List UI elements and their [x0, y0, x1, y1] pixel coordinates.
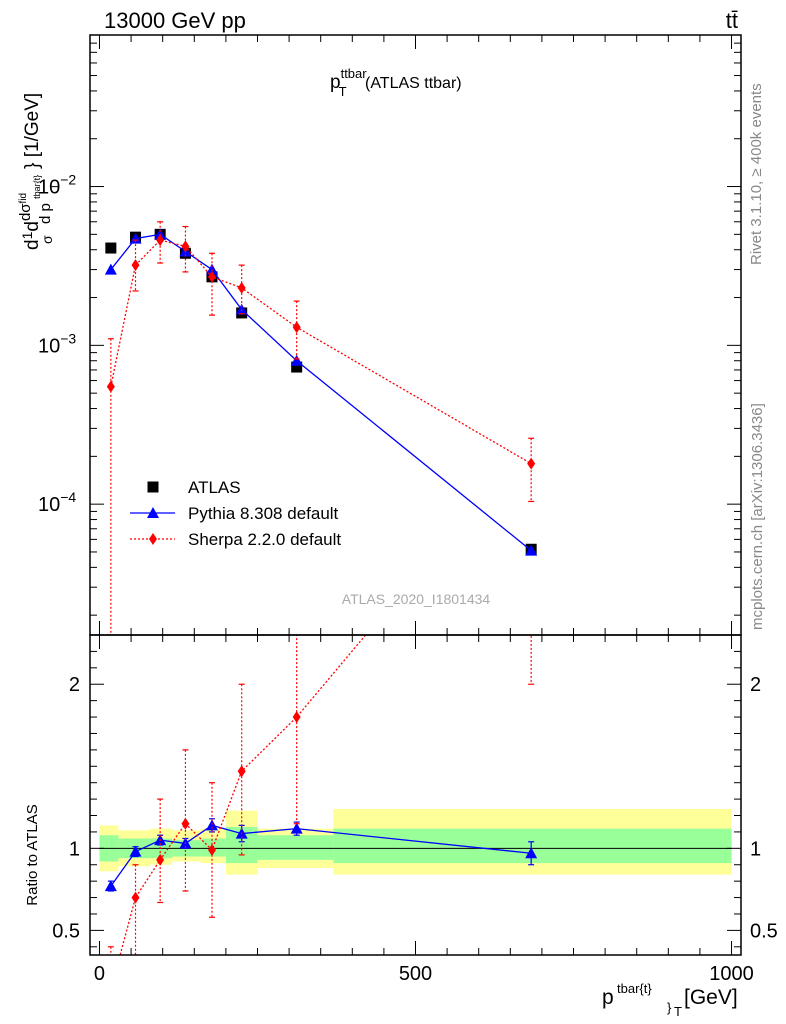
sherpa-ratio-point [107, 983, 115, 995]
ratio-band-green [257, 835, 334, 860]
pythia-ratio-point [129, 845, 142, 857]
legend-pythia-marker [147, 507, 159, 518]
pythia-ratio-point [205, 819, 218, 831]
pythia-point [290, 354, 303, 366]
sherpa-point [156, 234, 165, 247]
pythia-ratio-point [290, 822, 303, 834]
watermark: ATLAS_2020_I1801434 [342, 591, 491, 607]
svg-text:p: p [602, 986, 614, 1009]
y-tick-label: 10−4 [38, 489, 76, 516]
pythia-ratio-point [525, 847, 538, 859]
legend-sherpa-marker [149, 533, 157, 545]
svg-text:T: T [49, 183, 61, 190]
header-right: tt̄ [726, 8, 738, 33]
pythia-point [129, 232, 142, 244]
frames: 10−4 10−3 10−2 0 500 1000 0.5 0.5 1 1 2 2 [38, 34, 778, 985]
ratio-y-tick-label-right: 0.5 [750, 920, 778, 942]
sherpa-point [292, 321, 301, 334]
svg-text:[GeV]: [GeV] [684, 986, 738, 1009]
sherpa-ratio-point [156, 853, 165, 866]
header-left: 13000 GeV pp [104, 8, 246, 33]
sherpa-ratio-point [237, 765, 246, 778]
legend-sherpa-label: Sherpa 2.2.0 default [188, 530, 341, 549]
main-panel [104, 221, 538, 635]
pythia-point [205, 263, 218, 275]
legend-atlas-label: ATLAS [188, 478, 241, 497]
y-tick-label: 10−3 [38, 330, 76, 357]
y-tick-label: 10−2 [38, 172, 76, 199]
svg-text:T: T [674, 1004, 682, 1019]
sherpa-point [181, 240, 190, 253]
legend-pythia-label: Pythia 8.308 default [188, 504, 339, 523]
x-axis-label: p tbar{t} } T [GeV] [602, 981, 738, 1019]
ratio-y-tick-label: 1 [69, 838, 80, 860]
svg-text:d p: d p [37, 203, 54, 224]
svg-text:σ: σ [39, 235, 55, 244]
plot-title: pttbar T (ATLAS ttbar) [330, 66, 462, 99]
sherpa-point [207, 270, 216, 283]
sherpa-point [131, 259, 140, 272]
main-ylabel: d1ddσfid tbar{t}} [1/GeV] σ d p T [17, 93, 61, 250]
ratio-y-tick-label: 2 [69, 674, 80, 696]
plot-title-tail: (ATLAS ttbar) [361, 75, 462, 92]
x-tick-label: 0 [94, 963, 105, 985]
x-tick-label: 1000 [709, 963, 754, 985]
pythia-point [525, 544, 538, 556]
pythia-ratio-point [104, 880, 117, 892]
sherpa-ratio-point [131, 891, 140, 904]
legend-atlas-marker [147, 481, 159, 493]
atlas-point [291, 361, 303, 373]
ratio-panel [104, 635, 538, 995]
sherpa-point [106, 380, 115, 393]
atlas-point [105, 242, 117, 254]
legend: ATLAS Pythia 8.308 default Sherpa 2.2.0 de… [130, 478, 341, 549]
plot-title-main: p [330, 72, 341, 93]
sherpa-ratio-point [292, 711, 301, 724]
sherpa-line [110, 239, 532, 465]
ratio-y-tick-label: 0.5 [52, 920, 80, 942]
pythia-line [110, 233, 532, 552]
sherpa-point [237, 281, 246, 294]
ratio-frame [89, 634, 742, 956]
x-tick-label: 500 [399, 963, 432, 985]
pythia-point [235, 303, 248, 315]
sherpa-point [527, 457, 536, 470]
mcplots-label: mcplots.cern.ch [arXiv:1306.3436] [749, 403, 766, 630]
plot-title-sup: ttbar [341, 66, 368, 81]
svg-text:}: } [667, 1000, 672, 1015]
sherpa-ratio-point [181, 817, 190, 830]
ratio-y-tick-label-right: 2 [750, 674, 761, 696]
rivet-label: Rivet 3.1.10, ≥ 400k events [748, 83, 765, 265]
ratio-ylabel: Ratio to ATLAS [24, 804, 41, 905]
svg-text:tbar{t}: tbar{t} [617, 981, 652, 996]
pythia-ratio-line [110, 824, 532, 887]
bands [99, 808, 732, 875]
ratio-y-tick-label-right: 1 [750, 838, 761, 860]
sherpa-ratio-point [207, 843, 216, 856]
pythia-point [104, 263, 117, 275]
plot-title-sub: T [339, 84, 347, 99]
